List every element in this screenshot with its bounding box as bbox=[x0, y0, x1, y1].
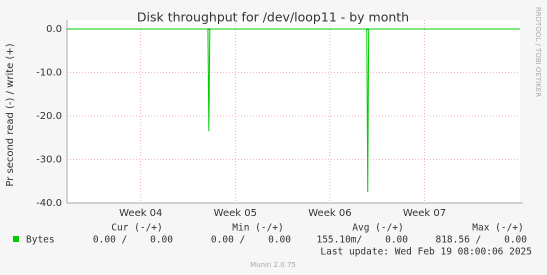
legend-value: 0.00 / 0.00 bbox=[93, 235, 173, 246]
legend-swatch bbox=[13, 236, 19, 242]
y-tick-label: -40.0 bbox=[36, 198, 62, 209]
legend-header: Avg (-/+) bbox=[352, 223, 403, 234]
legend-value: 818.56 / 0.00 bbox=[435, 235, 527, 246]
y-tick-label: -30.0 bbox=[36, 155, 62, 166]
legend-value: 155.10m/ 0.00 bbox=[316, 235, 408, 246]
y-tick-label: -10.0 bbox=[36, 68, 62, 79]
y-axis-label: Pr second read (-) / write (+) bbox=[5, 43, 16, 186]
y-tick-label: -20.0 bbox=[36, 111, 62, 122]
legend-label: Bytes bbox=[26, 235, 55, 246]
data-line bbox=[67, 28, 520, 193]
x-tick-label: Week 06 bbox=[308, 208, 351, 219]
legend-header: Min (-/+) bbox=[232, 223, 283, 234]
marks bbox=[67, 28, 520, 193]
plot-area bbox=[67, 20, 520, 203]
legend-header: Max (-/+) bbox=[472, 223, 523, 234]
footer: Munin 2.0.75 bbox=[250, 261, 296, 269]
x-tick-label: Week 04 bbox=[119, 208, 162, 219]
last-update: Last update: Wed Feb 19 08:00:06 2025 bbox=[320, 247, 532, 258]
legend-header: Cur (-/+) bbox=[111, 223, 162, 234]
chart-title: Disk throughput for /dev/loop11 - by mon… bbox=[137, 10, 409, 25]
side-text: RRDTOOL / TOBI OETIKER bbox=[534, 7, 542, 97]
y-tick-label: 0.0 bbox=[46, 24, 62, 35]
x-tick-label: Week 07 bbox=[403, 208, 446, 219]
legend-value: 0.00 / 0.00 bbox=[211, 235, 291, 246]
x-tick-label: Week 05 bbox=[214, 208, 257, 219]
grid: 0.0 -10.0 -20.0 -30.0 -40.0 Week 04 Week 05 Wee… bbox=[36, 20, 523, 219]
